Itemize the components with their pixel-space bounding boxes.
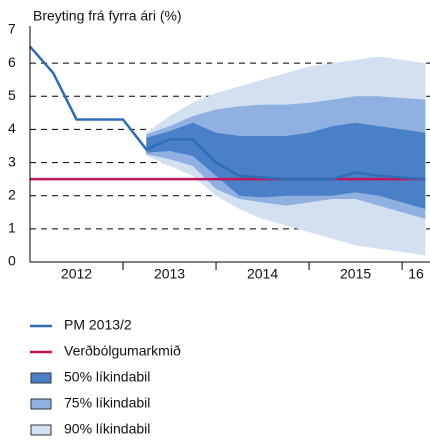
legend-label: 50% líkindabil	[64, 369, 150, 385]
y-tick-label: 0	[8, 253, 16, 269]
x-tick-label: 2014	[247, 266, 278, 282]
x-tick-label: 2013	[154, 266, 185, 282]
legend-swatch	[30, 398, 52, 410]
legend-swatch	[30, 424, 52, 436]
y-tick-label: 2	[8, 186, 16, 202]
legend-label: 75% líkindabil	[64, 395, 150, 411]
legend-label: 90% líkindabil	[64, 421, 150, 437]
series-line	[29, 45, 426, 181]
x-tick-label: 2012	[61, 266, 92, 282]
y-tick-label: 4	[8, 120, 16, 136]
x-tick-label: 16	[408, 266, 424, 282]
y-tick-label: 5	[8, 87, 16, 103]
y-tick-label: 1	[8, 220, 16, 236]
y-tick-label: 6	[8, 54, 16, 70]
legend-label: PM 2013/2	[64, 317, 132, 333]
x-tick-label: 2015	[340, 266, 371, 282]
fan-band	[146, 122, 426, 209]
y-tick-label: 3	[8, 153, 16, 169]
legend-swatch	[30, 372, 52, 384]
chart-title: Breyting frá fyrra ári (%)	[33, 8, 182, 24]
y-tick-label: 7	[8, 21, 16, 37]
legend-label: Verðbólgumarkmið	[64, 343, 181, 359]
